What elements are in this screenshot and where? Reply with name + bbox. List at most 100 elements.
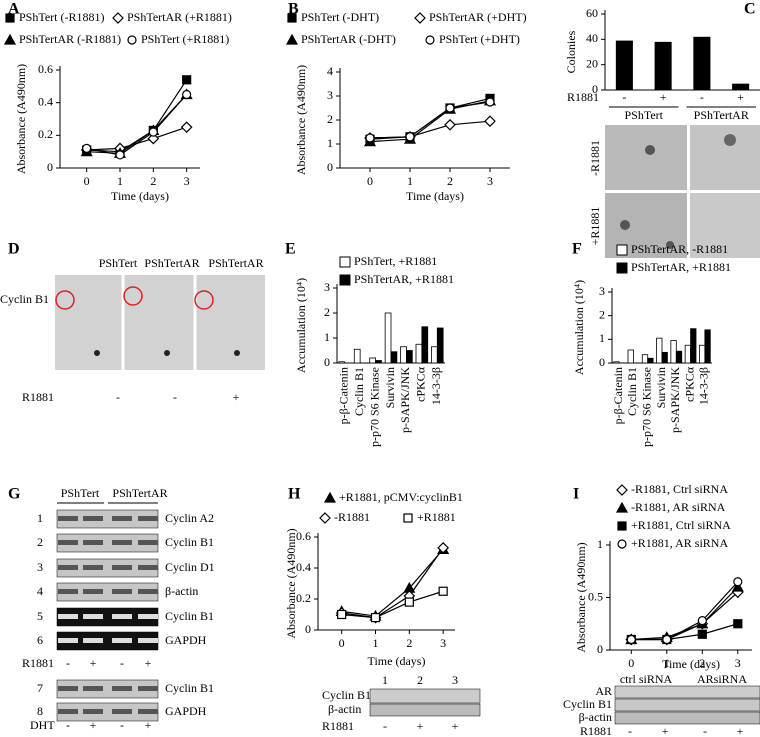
legend-label: PShTertAR (+DHT) — [429, 10, 527, 24]
band — [112, 589, 132, 594]
x-tick-label: 1 — [373, 636, 379, 650]
category-label: Survivin — [654, 367, 668, 408]
legend-swatch — [616, 244, 628, 256]
row-number: 5 — [37, 609, 43, 623]
colony — [724, 134, 736, 146]
x-tick-label: 0 — [367, 174, 373, 188]
blot-row — [614, 698, 760, 712]
marker — [403, 513, 413, 523]
marker — [287, 13, 297, 23]
bar — [431, 346, 438, 364]
band — [58, 565, 78, 570]
treatment: - — [66, 656, 70, 670]
panel-letter: D — [8, 241, 20, 258]
x-tick-label: 1 — [117, 174, 123, 188]
treatment: + — [145, 656, 152, 670]
y-tick-label: 0.4 — [296, 560, 311, 574]
marker — [127, 35, 137, 45]
band — [83, 516, 103, 521]
marker — [112, 12, 124, 24]
band — [112, 540, 132, 545]
treatment: - — [628, 724, 632, 737]
spot — [94, 350, 100, 356]
panel-letter: H — [288, 486, 301, 503]
column-label: PShTertAR — [208, 256, 263, 270]
row-label: β-actin — [328, 702, 361, 716]
band — [138, 565, 158, 570]
marker — [733, 577, 743, 587]
micrograph — [605, 125, 687, 190]
lane-label: 3 — [452, 673, 458, 687]
treatment: - — [703, 724, 707, 737]
bar — [690, 328, 697, 364]
marker — [733, 619, 743, 629]
band — [58, 638, 78, 643]
band — [138, 638, 158, 643]
y-tick-label: 0.6 — [296, 529, 311, 543]
panel-letter: B — [288, 1, 299, 18]
group-label: ARsiRNA — [697, 672, 747, 686]
panel-letter: E — [285, 241, 296, 258]
x-tick-label: 1 — [664, 656, 670, 670]
legend-label: +R1881 — [417, 510, 456, 524]
marker — [731, 580, 744, 592]
marker — [319, 512, 331, 524]
band — [112, 565, 132, 570]
legend-swatch — [339, 256, 351, 268]
y-tick-label: 0.6 — [38, 62, 53, 76]
series-line — [86, 79, 188, 153]
legend-label: PShTert (+R1881) — [141, 32, 229, 46]
bar — [613, 361, 620, 364]
group-label: ctrl siRNA — [620, 672, 673, 686]
row-label: Cyclin B1 — [165, 609, 214, 623]
marker — [615, 501, 629, 513]
marker — [617, 539, 627, 549]
treatment: - — [173, 390, 177, 404]
bar — [384, 312, 392, 364]
band — [58, 686, 78, 691]
treatment: - — [383, 719, 387, 733]
x-tick-label: 0 — [628, 656, 634, 670]
series-line — [341, 547, 444, 619]
legend-label: PShTertAR (-R1881) — [19, 32, 121, 46]
legend-label: +R1881, pCMV:cyclinB1 — [339, 490, 463, 504]
category-label: - — [622, 90, 626, 104]
x-tick-label: 2 — [150, 174, 156, 188]
x-tick-label: 3 — [487, 174, 493, 188]
spot — [234, 350, 240, 356]
marker — [148, 127, 158, 137]
row-number: 8 — [37, 704, 43, 718]
x-axis-label: Time (days) — [662, 657, 720, 671]
band — [83, 589, 103, 594]
legend-label: PShTert (-R1881) — [19, 10, 105, 24]
row-label: β-actin — [165, 584, 198, 598]
bar — [732, 83, 750, 90]
bar — [641, 354, 649, 364]
x-tick-label: 3 — [440, 636, 446, 650]
marker — [414, 12, 426, 24]
y-tick-label: 20 — [586, 56, 598, 70]
marker — [365, 133, 375, 143]
band — [138, 614, 158, 619]
marker — [444, 118, 456, 131]
category-label: p-SAPK/JNK — [398, 367, 412, 433]
bar — [369, 357, 376, 364]
band — [58, 614, 78, 619]
band — [83, 565, 103, 570]
band — [83, 540, 103, 545]
legend-label: PShTertAR (-DHT) — [301, 32, 396, 46]
treatment-label: R1881 — [322, 719, 354, 733]
x-axis-label: Time (days) — [111, 189, 169, 203]
bar — [684, 344, 691, 364]
row-number: 7 — [37, 681, 43, 695]
band — [138, 589, 158, 594]
y-axis-label: Accumulation (10⁴) — [294, 278, 308, 373]
marker — [182, 89, 192, 100]
band — [83, 686, 103, 691]
row-label: AR — [595, 684, 612, 698]
y-tick-label: 1 — [327, 136, 333, 150]
band — [58, 709, 78, 714]
series-line — [86, 94, 188, 156]
marker — [445, 103, 455, 113]
